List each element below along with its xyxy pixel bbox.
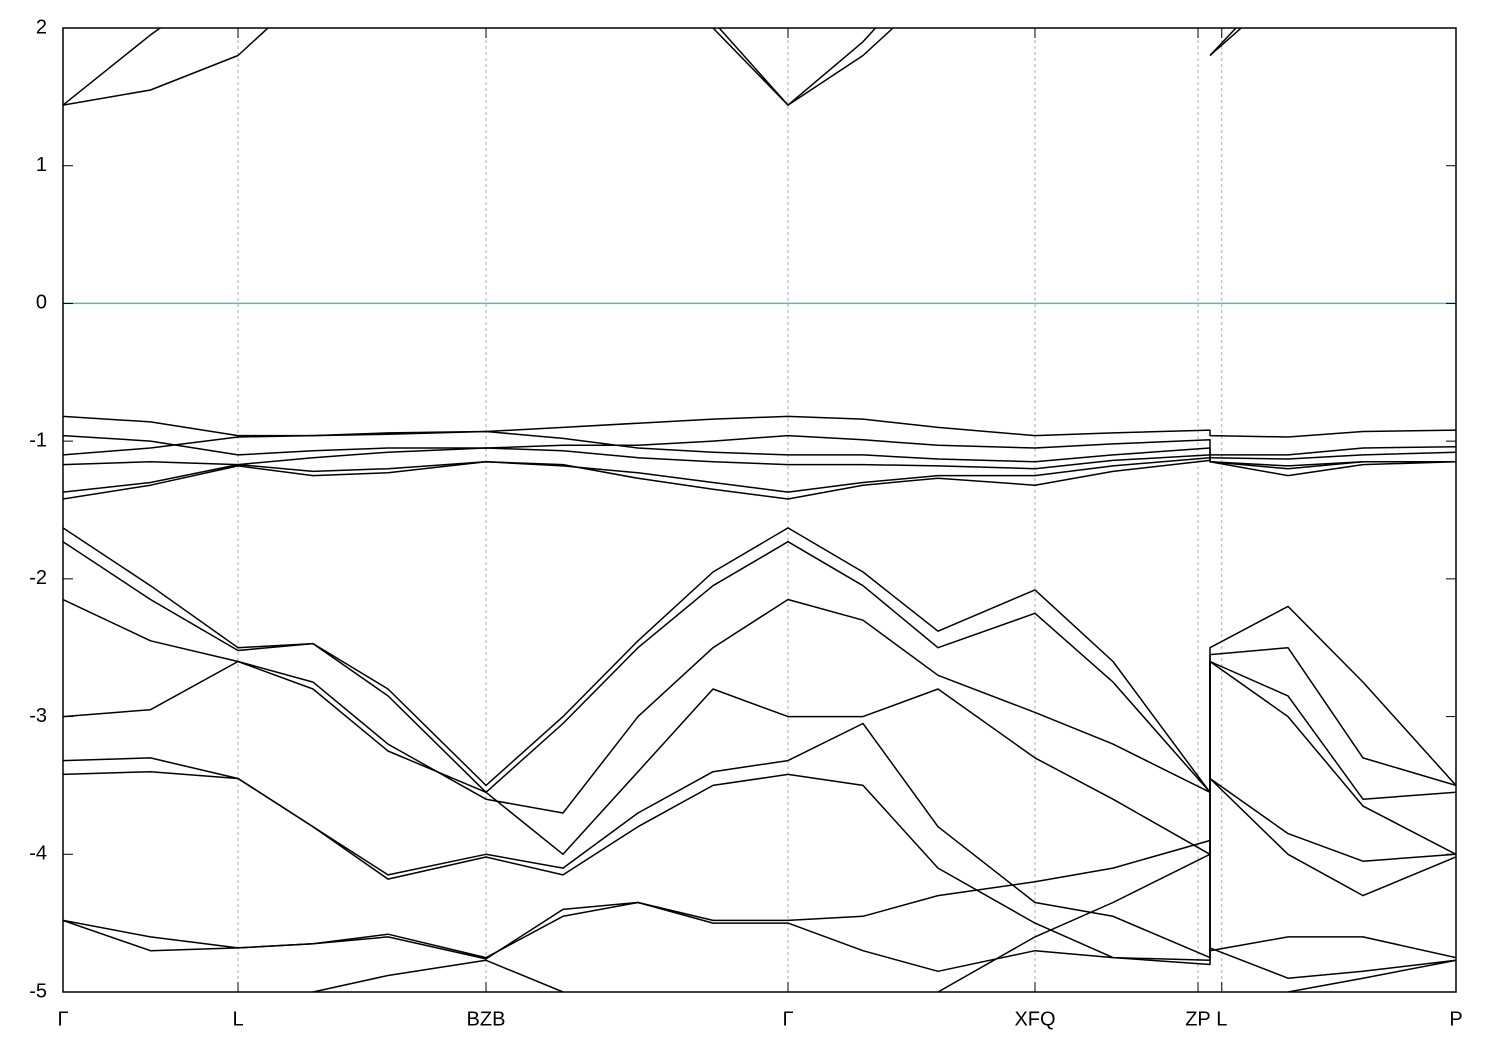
band-line: [312, 959, 1456, 992]
y-tick-label: -5: [29, 980, 47, 1002]
plot-area: [63, 28, 1456, 992]
band-line: [63, 459, 1456, 500]
y-tick-label: -2: [29, 567, 47, 589]
y-tick-label: -4: [29, 843, 47, 865]
x-tick-label: L: [1216, 1008, 1227, 1030]
band-line: [63, 901, 1456, 979]
band-line: [63, 839, 1456, 959]
y-tick-label: 0: [36, 292, 47, 314]
band-line: [63, 28, 1243, 106]
band-line: [63, 28, 1238, 106]
band-line: [63, 415, 1456, 438]
x-tick-label: P: [1449, 1008, 1462, 1030]
x-tick-label: Γ: [57, 1008, 68, 1030]
band-line: [937, 853, 1211, 992]
x-tick-label: BZB: [467, 1008, 506, 1030]
y-tick-label: 1: [36, 154, 47, 176]
x-tick-label: Γ: [782, 1008, 793, 1030]
band-line: [63, 770, 1456, 966]
x-tick-label: ZP: [1185, 1008, 1211, 1030]
band-line: [63, 540, 1456, 794]
band-line: [63, 527, 1456, 794]
y-tick-label: -1: [29, 429, 47, 451]
x-tick-label: XFQ: [1014, 1008, 1055, 1030]
y-tick-label: 2: [36, 16, 47, 38]
band-line: [63, 434, 1456, 456]
x-tick-label: L: [232, 1008, 243, 1030]
y-tick-label: -3: [29, 705, 47, 727]
band-line: [63, 660, 1456, 856]
plot-frame: [62, 27, 1457, 993]
